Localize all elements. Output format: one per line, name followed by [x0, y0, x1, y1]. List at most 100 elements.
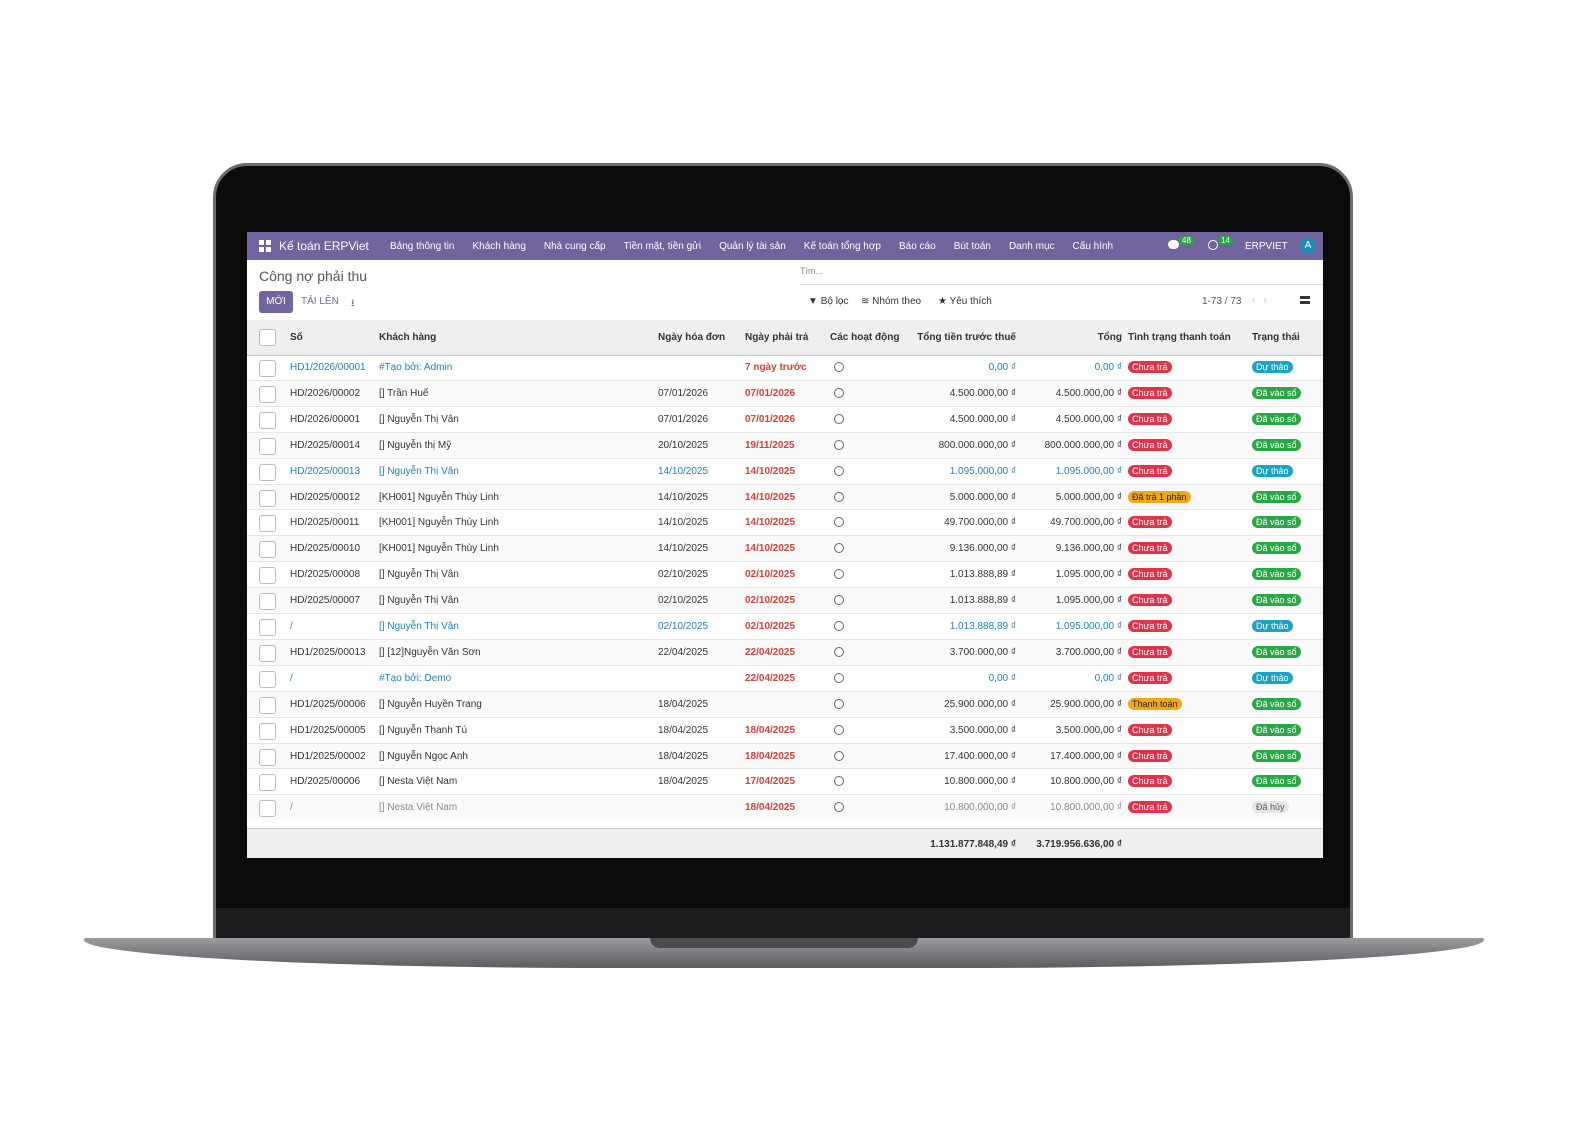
menu-item[interactable]: Cấu hình	[1072, 241, 1114, 252]
avatar[interactable]: A	[1300, 238, 1316, 254]
row-checkbox[interactable]	[259, 489, 276, 507]
row-checkbox[interactable]	[259, 696, 276, 714]
untaxed-amount: 800.000.000,00 ₫	[938, 439, 1016, 451]
menu-item[interactable]: Kế toán tổng hợp	[803, 241, 881, 252]
table-row[interactable]: HD1/2025/00002 [] Nguyễn Ngọc Anh 18/04/20…	[247, 742, 1323, 769]
app-name[interactable]: Kế toán ERPViet	[279, 239, 369, 253]
menu-item[interactable]: Báo cáo	[898, 241, 936, 252]
row-checkbox[interactable]	[259, 722, 276, 740]
activity-icon[interactable]	[834, 543, 844, 554]
company[interactable]: ERPVIET	[1245, 241, 1288, 252]
activity-icon[interactable]	[834, 776, 844, 787]
download-icon[interactable]: ⭳	[351, 298, 355, 309]
table-row[interactable]: / #Tạo bởi: Demo 22/04/2025 0,00 ₫ 0,00 ₫ Chư…	[247, 664, 1323, 691]
due-date: 07/01/2026	[745, 387, 796, 399]
column-header[interactable]: Tổng tiền trước thuế	[917, 332, 1016, 343]
table-row[interactable]: HD/2025/00014 [] Nguyễn thị Mỹ 20/10/2025 1…	[247, 431, 1323, 458]
view-switcher[interactable]	[1300, 296, 1310, 304]
chat-icon[interactable]	[1168, 240, 1179, 249]
row-checkbox[interactable]	[259, 541, 276, 559]
favorite-button[interactable]: ★ Yêu thích	[938, 296, 992, 307]
table-row[interactable]: HD/2025/00013 [] Nguyễn Thị Vân 14/10/2025…	[247, 457, 1323, 484]
laptop-chin	[216, 908, 1350, 940]
filter-button[interactable]: ▼ Bộ lọc	[808, 296, 849, 307]
table-row[interactable]: / [] Nguyễn Thị Vân 02/10/2025 02/10/2025 1.…	[247, 613, 1323, 639]
column-header[interactable]: Số	[290, 332, 303, 343]
table-row[interactable]: HD/2025/00011 [KH001] Nguyễn Thùy Linh 14/…	[247, 509, 1323, 535]
activity-icon[interactable]	[834, 802, 844, 813]
upload-button[interactable]: TẢI LÊN	[301, 296, 339, 307]
menu-item[interactable]: Quản lý tài sản	[719, 241, 786, 252]
group-button[interactable]: ≋ Nhóm theo	[861, 296, 922, 307]
activity-icon[interactable]	[834, 724, 844, 735]
activity-icon[interactable]	[834, 517, 844, 528]
activity-icon[interactable]	[834, 465, 844, 476]
activity-icon[interactable]	[834, 491, 844, 502]
activity-icon[interactable]	[834, 672, 844, 683]
menu-item[interactable]: Bút toán	[953, 241, 991, 252]
table-row[interactable]: HD/2026/00002 [] Trần Huế 07/01/2026 07/01/…	[247, 379, 1323, 406]
table-row[interactable]: HD/2025/00008 [] Nguyễn Thị Vân 02/10/2025…	[247, 561, 1323, 587]
activity-icon[interactable]	[834, 595, 844, 606]
activity-icon[interactable]	[834, 621, 844, 631]
table-row[interactable]: HD1/2025/00006 [] Nguyễn Huyền Trang 18/04…	[247, 690, 1323, 717]
row-checkbox[interactable]	[259, 437, 276, 455]
search-input[interactable]: Tìm...	[800, 266, 1323, 285]
table-row[interactable]: / [] Nesta Việt Nam 18/04/2025 10.800.000,0…	[247, 794, 1323, 821]
activity-icon[interactable]	[834, 387, 844, 398]
activity-icon[interactable]	[1208, 240, 1218, 250]
row-checkbox[interactable]	[259, 593, 276, 611]
due-date: 14/10/2025	[745, 517, 796, 529]
activity-icon[interactable]	[834, 362, 844, 372]
table-row[interactable]: HD/2025/00010 [KH001] Nguyễn Thùy Linh 14/…	[247, 535, 1323, 562]
menu-item[interactable]: Danh mục	[1008, 241, 1055, 252]
column-header[interactable]: Ngày hóa đơn	[658, 332, 726, 343]
column-header[interactable]: Khách hàng	[379, 332, 437, 343]
select-all[interactable]	[259, 329, 276, 346]
due-date: 19/11/2025	[745, 439, 795, 451]
customer: [] Nguyễn Thị Vân	[379, 595, 459, 607]
menu-item[interactable]: Nhà cung cấp	[543, 241, 606, 252]
row-checkbox[interactable]	[259, 360, 276, 377]
menu-item[interactable]: Khách hàng	[472, 241, 526, 252]
row-checkbox[interactable]	[259, 774, 276, 792]
activity-icon[interactable]	[834, 413, 844, 424]
pager-arrows[interactable]: ‹ ›	[1252, 295, 1267, 306]
table-row[interactable]: HD1/2025/00005 [] Nguyễn Thanh Tú 18/04/20…	[247, 716, 1323, 743]
activity-icon[interactable]	[834, 569, 844, 580]
row-checkbox[interactable]	[259, 644, 276, 662]
row-checkbox[interactable]	[259, 748, 276, 766]
row-checkbox[interactable]	[259, 463, 276, 481]
table-row[interactable]: HD/2026/00001 [] Nguyễn Thị Vân 07/01/2026…	[247, 405, 1323, 432]
apps-icon[interactable]	[259, 240, 271, 252]
row-checkbox[interactable]	[259, 567, 276, 585]
column-header[interactable]: Trạng thái	[1252, 332, 1300, 343]
activity-icon[interactable]	[834, 646, 844, 657]
table-row[interactable]: HD/2025/00012 [KH001] Nguyễn Thùy Linh 14/…	[247, 483, 1323, 510]
row-checkbox[interactable]	[259, 411, 276, 429]
table-row[interactable]: HD1/2026/00001 #Tạo bởi: Admin 7 ngày trướ…	[247, 354, 1323, 380]
row-checkbox[interactable]	[259, 385, 276, 403]
table-row[interactable]: HD1/2025/00013 [] [12]Nguyễn Văn Sơn 22/04…	[247, 638, 1323, 665]
row-checkbox[interactable]	[259, 800, 276, 818]
row-checkbox[interactable]	[259, 515, 276, 533]
table-row[interactable]: HD/2025/00006 [] Nesta Việt Nam 18/04/2025…	[247, 768, 1323, 794]
column-header[interactable]: Tình trạng thanh toán	[1128, 332, 1231, 343]
new-button[interactable]: MỚI	[259, 291, 293, 313]
column-header[interactable]: Ngày phải trả	[745, 332, 809, 343]
column-header[interactable]: Các hoạt động	[830, 332, 900, 343]
invoice-date: 14/10/2025	[658, 543, 709, 555]
customer: [] Nguyễn Ngọc Anh	[379, 750, 468, 762]
menu-item[interactable]: Bảng thông tin	[390, 241, 455, 252]
due-date: 18/04/2025	[745, 724, 796, 736]
column-header[interactable]: Tổng	[1097, 332, 1122, 343]
row-checkbox[interactable]	[259, 670, 276, 688]
payment-status: Chưa trả	[1128, 516, 1172, 529]
activity-icon[interactable]	[834, 439, 844, 450]
table-row[interactable]: HD/2025/00007 [] Nguyễn Thị Vân 02/10/2025…	[247, 587, 1323, 614]
activity-icon[interactable]	[834, 698, 844, 709]
row-checkbox[interactable]	[259, 619, 276, 636]
menu-item[interactable]: Tiền mặt, tiền gửi	[623, 241, 702, 252]
activity-icon[interactable]	[834, 750, 844, 761]
